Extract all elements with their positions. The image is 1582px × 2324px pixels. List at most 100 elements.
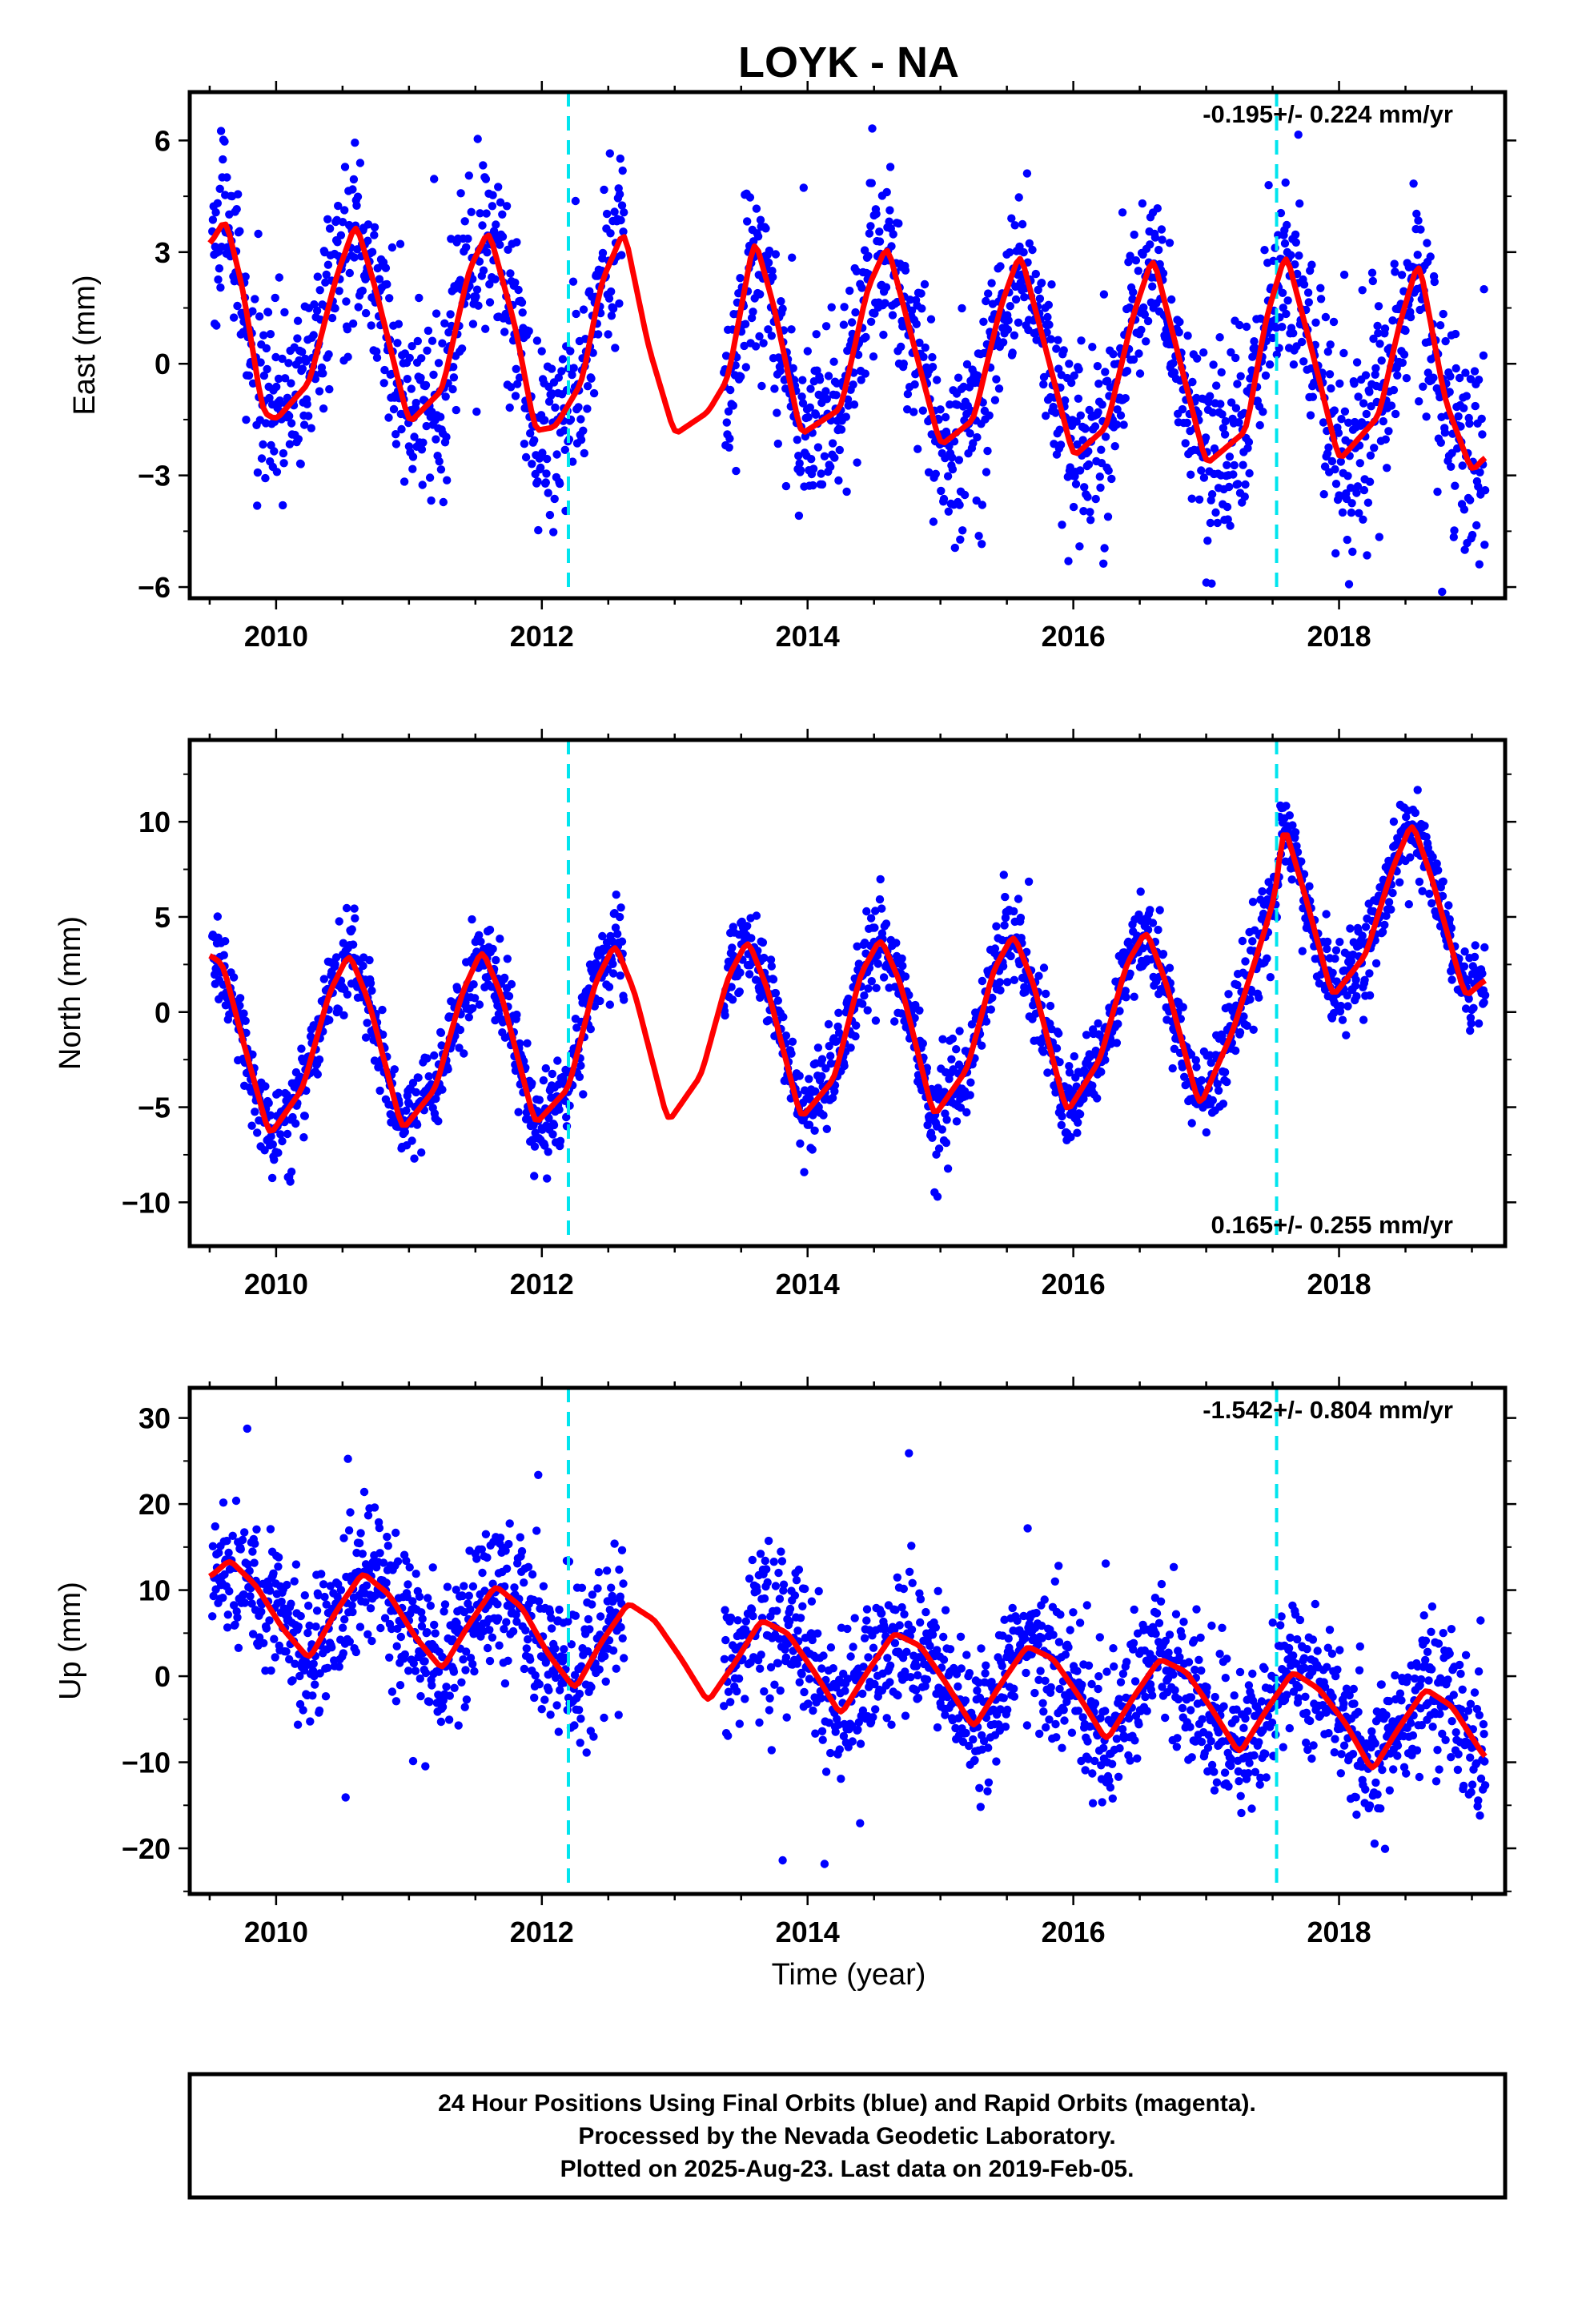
- data-point: [1409, 179, 1418, 188]
- data-point: [1174, 328, 1183, 337]
- data-point: [1391, 409, 1400, 419]
- data-point: [858, 999, 867, 1008]
- data-point: [864, 984, 873, 993]
- north-rate-label: 0.165+/- 0.255 mm/yr: [1211, 1211, 1453, 1239]
- data-point: [760, 1687, 769, 1696]
- data-point: [1307, 260, 1316, 269]
- data-point: [1069, 502, 1078, 512]
- data-point: [1468, 962, 1478, 971]
- data-point: [517, 298, 527, 307]
- data-point: [938, 1035, 947, 1043]
- data-point: [1158, 950, 1168, 959]
- data-point: [1381, 435, 1391, 444]
- data-point: [1183, 332, 1192, 340]
- data-point: [560, 426, 569, 435]
- data-point: [537, 1705, 546, 1714]
- data-point: [919, 352, 928, 361]
- data-point: [319, 975, 328, 983]
- data-point: [1187, 1119, 1196, 1128]
- data-point: [617, 937, 627, 946]
- data-point: [440, 319, 449, 328]
- data-point: [761, 224, 770, 233]
- data-point: [793, 436, 801, 444]
- data-point: [1264, 181, 1273, 190]
- data-point: [270, 1634, 279, 1643]
- data-point: [1197, 1076, 1207, 1085]
- data-point: [492, 220, 500, 229]
- data-point: [918, 1039, 928, 1048]
- data-point: [541, 478, 550, 487]
- data-point: [474, 301, 483, 310]
- data-point: [813, 1043, 823, 1052]
- data-point: [481, 1530, 491, 1539]
- data-point: [611, 344, 620, 352]
- data-point: [1224, 990, 1233, 999]
- data-point: [400, 1650, 409, 1659]
- data-point: [1478, 969, 1487, 978]
- data-point: [822, 395, 832, 404]
- data-point: [941, 412, 950, 422]
- data-point: [619, 227, 628, 236]
- data-point: [1073, 1128, 1082, 1137]
- data-point: [1055, 1058, 1064, 1067]
- data-point: [1358, 286, 1367, 295]
- data-point: [340, 206, 349, 215]
- data-point: [762, 1565, 771, 1574]
- y-tick-label: −10: [122, 1186, 171, 1219]
- data-point: [1207, 1058, 1215, 1068]
- data-point: [551, 1644, 560, 1653]
- data-point: [1467, 1019, 1476, 1028]
- data-point: [446, 310, 455, 319]
- data-point: [737, 372, 745, 381]
- data-point: [839, 320, 849, 329]
- data-point: [917, 289, 926, 298]
- data-point: [595, 1665, 604, 1674]
- data-point: [488, 202, 497, 211]
- data-point: [801, 1086, 809, 1095]
- data-point: [877, 904, 886, 913]
- data-point: [299, 1706, 307, 1715]
- data-point: [285, 1655, 294, 1664]
- data-point: [512, 238, 521, 247]
- data-point: [1074, 394, 1083, 403]
- data-point: [274, 1148, 283, 1157]
- data-point: [1331, 480, 1341, 489]
- data-point: [350, 253, 359, 262]
- data-point: [1227, 348, 1235, 357]
- data-point: [543, 1174, 552, 1183]
- data-point: [1439, 877, 1447, 887]
- data-point: [1419, 382, 1427, 391]
- data-point: [309, 331, 318, 340]
- data-point: [454, 1721, 463, 1730]
- data-point: [1088, 1081, 1097, 1090]
- data-point: [941, 453, 950, 463]
- data-point: [1402, 374, 1411, 383]
- data-point: [1393, 371, 1402, 380]
- data-point: [873, 959, 883, 968]
- data-point: [1444, 901, 1453, 910]
- data-point: [760, 953, 769, 963]
- data-point: [458, 1591, 467, 1601]
- data-point: [311, 375, 320, 384]
- data-point: [1236, 372, 1245, 380]
- y-tick-label: −5: [138, 1092, 171, 1124]
- data-point: [1101, 1055, 1110, 1064]
- data-point: [817, 1055, 827, 1063]
- data-point: [934, 1144, 944, 1153]
- data-point: [1047, 280, 1056, 289]
- data-point: [319, 1580, 328, 1589]
- data-point: [1226, 521, 1235, 530]
- data-point: [566, 347, 575, 356]
- data-point: [824, 372, 833, 380]
- data-point: [588, 348, 597, 357]
- data-point: [502, 1564, 512, 1574]
- data-point: [348, 319, 358, 328]
- x-tick-label: 2014: [776, 1268, 840, 1301]
- data-point: [787, 325, 796, 334]
- data-point: [1086, 508, 1094, 517]
- data-point: [1342, 1031, 1351, 1039]
- data-point: [1451, 481, 1460, 490]
- data-point: [343, 325, 352, 334]
- data-point: [1450, 526, 1459, 535]
